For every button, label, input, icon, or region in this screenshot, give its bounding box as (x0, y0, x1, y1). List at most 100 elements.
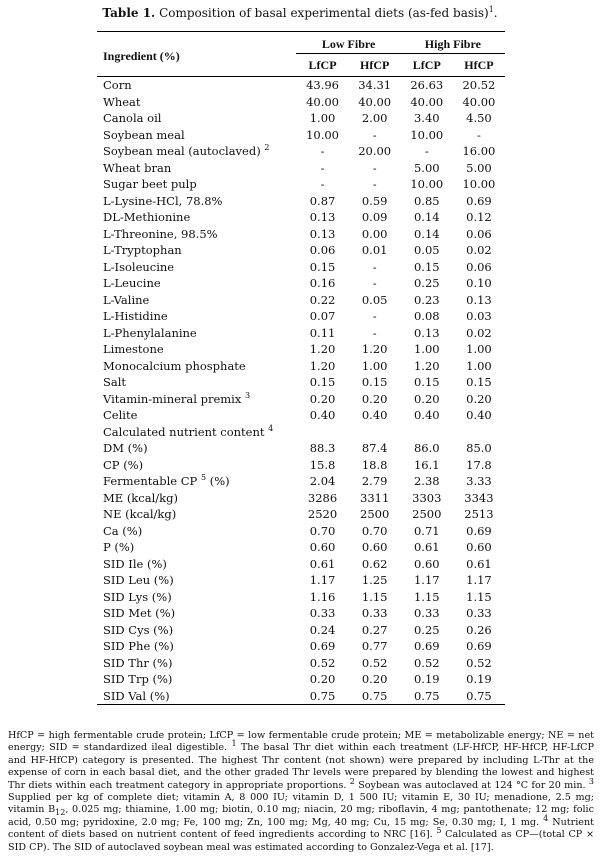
table-cell: 0.33 (361, 606, 388, 620)
table-cell: 0.11 (309, 325, 336, 340)
row-label: SID Thr (%) (97, 655, 296, 672)
table-container: Ingredient (%) Low Fibre High Fibre LfCP… (97, 31, 505, 705)
table-row: P (%) 0.60 0.60 0.61 0.60 (97, 539, 505, 556)
table-cell: - (372, 160, 377, 175)
table-cell: 0.20 (309, 672, 336, 686)
row-label: L-Tryptophan (97, 242, 296, 259)
table-row: L-Tryptophan 0.06 0.01 0.05 0.02 (97, 242, 505, 259)
footnote-3a: Supplied per kg of complete diet; vitami… (8, 792, 594, 816)
row-label-text: Soybean meal (autoclaved) (103, 144, 261, 158)
row-label: Soybean meal (autoclaved) 2 (97, 143, 296, 160)
table-cell: 43.96 (306, 78, 340, 92)
table-cell: 40.00 (462, 94, 496, 109)
table-cell: - (372, 127, 377, 142)
table-cell: 88.3 (309, 441, 336, 455)
table-row: SID Cys (%) 0.24 0.27 0.25 0.26 (97, 622, 505, 639)
table-cell: 0.24 (309, 622, 336, 637)
row-label: L-Lysine-HCl, 78.8% (97, 193, 296, 210)
table-cell: 0.19 (413, 672, 440, 686)
table-cell: 4.50 (466, 111, 492, 125)
footnote-3b: , 0.025 mg; thiamine, 1.00 mg; biotin, 0… (8, 804, 594, 828)
table-cell: 0.75 (309, 688, 336, 703)
table-cell: 0.85 (413, 193, 440, 208)
row-label: SID Leu (%) (97, 572, 296, 589)
header-row-groups: Ingredient (%) Low Fibre High Fibre (97, 31, 505, 63)
table-footnotes: HfCP = high fermentable crude protein; L… (8, 730, 594, 853)
table-cell: - (372, 259, 377, 274)
table-cell: 0.15 (413, 375, 440, 389)
row-label-text: CP (%) (103, 457, 144, 472)
table-cell: 0.61 (309, 556, 336, 571)
table-cell: 20.52 (462, 78, 496, 92)
table-cell: 0.59 (361, 193, 388, 208)
table-row: Vitamin-mineral premix 3 0.20 0.20 0.20 0.20 (97, 391, 505, 408)
table-cell: 1.00 (361, 358, 388, 373)
table-cell: 3.40 (413, 111, 440, 125)
table-cell: 10.00 (410, 177, 444, 191)
table-cell: 0.40 (309, 408, 336, 422)
row-label-text: Calculated nutrient content (103, 424, 265, 439)
table-cell: 1.15 (413, 589, 440, 604)
table-row: SID Trp (%) 0.20 0.20 0.19 0.19 (97, 671, 505, 688)
row-label-text: Salt (103, 375, 127, 389)
table-cell: 40.00 (358, 94, 392, 109)
table-row: Celite 0.40 0.40 0.40 0.40 (97, 407, 505, 424)
table-cell: - (372, 276, 377, 290)
table-cell: 0.69 (309, 639, 336, 653)
table-cell: 0.20 (413, 391, 440, 406)
table-cell: 0.03 (466, 309, 492, 323)
table-cell: 0.06 (309, 243, 336, 257)
table-cell: 0.33 (413, 606, 440, 620)
diet-composition-table: Ingredient (%) Low Fibre High Fibre LfCP… (97, 31, 505, 705)
table-cell: 0.23 (413, 292, 440, 307)
row-label-text: Sugar beet pulp (103, 177, 197, 191)
row-label: SID Lys (%) (97, 589, 296, 606)
row-label: L-Isoleucine (97, 259, 296, 276)
table-cell: 0.13 (413, 325, 440, 340)
table-cell: 0.52 (413, 655, 440, 670)
table-cell: 3286 (307, 490, 338, 505)
table-row: Wheat 40.00 40.00 40.00 40.00 (97, 94, 505, 111)
table-cell: 3303 (412, 490, 442, 505)
table-cell: 0.61 (413, 540, 440, 554)
table-row: CP (%) 15.8 18.8 16.1 17.8 (97, 457, 505, 474)
table-cell: 2513 (464, 507, 494, 521)
table-cell: - (320, 144, 325, 158)
table-cell: 0.87 (309, 193, 336, 208)
row-label-text: SID Thr (%) (103, 655, 173, 670)
table-cell: 1.20 (309, 358, 336, 373)
row-label-text: L-Lysine-HCl, 78.8% (103, 193, 223, 208)
table-cell: 0.60 (309, 540, 336, 554)
row-label: L-Valine (97, 292, 296, 309)
row-label-text: Wheat bran (103, 160, 172, 175)
table-cell: 0.69 (466, 523, 492, 538)
footnote-abbreviations: HfCP = high fermentable crude protein; L… (8, 730, 594, 754)
table-cell: 2.79 (361, 474, 388, 488)
table-row: L-Threonine, 98.5% 0.13 0.00 0.14 0.06 (97, 226, 505, 243)
table-cell: 0.75 (413, 688, 440, 703)
table-cell: 0.71 (413, 523, 440, 538)
table-cell: 20.00 (358, 144, 392, 158)
table-cell: - (372, 325, 377, 340)
table-row: Wheat bran - - 5.00 5.00 (97, 160, 505, 177)
table-cell: 0.15 (361, 375, 388, 389)
table-row: Sugar beet pulp - - 10.00 10.00 (97, 176, 505, 193)
table-cell: 87.4 (361, 441, 388, 455)
table-cell: 0.40 (413, 408, 440, 422)
table-cell: 1.16 (309, 589, 336, 604)
col-header-high-lfcp: LfCP (412, 57, 441, 72)
table-cell: 2520 (307, 507, 338, 521)
table-cell: 0.22 (309, 292, 336, 307)
table-cell: 0.75 (361, 688, 388, 703)
row-label-text: DM (%) (103, 441, 148, 455)
row-label: Celite (97, 407, 296, 424)
table-cell: 0.52 (466, 655, 492, 670)
table-cell: 0.40 (361, 408, 388, 422)
table-cell: 0.14 (413, 226, 440, 241)
table-cell: 1.17 (309, 573, 336, 587)
table-caption-text: Composition of basal experimental diets … (159, 6, 489, 20)
row-footnote-mark: 2 (264, 143, 270, 153)
table-cell: 0.00 (361, 226, 388, 241)
table-cell: 10.00 (462, 177, 496, 191)
row-label-text: Ca (%) (103, 523, 143, 538)
